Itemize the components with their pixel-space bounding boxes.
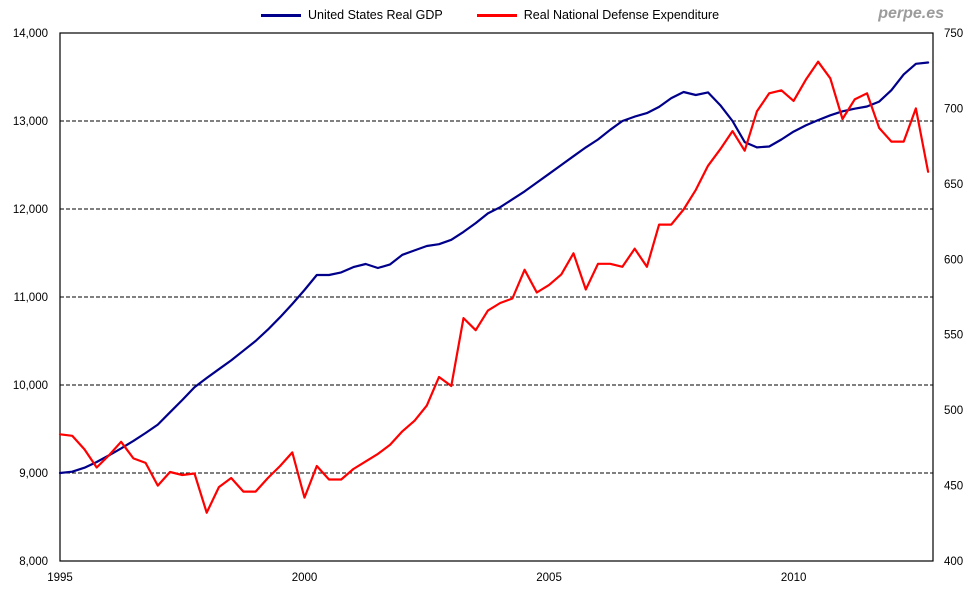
x-tick-label: 2005 — [536, 572, 562, 584]
gdp-line-swatch — [260, 13, 301, 17]
x-tick-label: 2000 — [292, 572, 318, 584]
y-right-tick-label: 500 — [944, 405, 963, 417]
defense-line — [58, 60, 930, 514]
y-right-tick-label: 450 — [944, 481, 963, 493]
y-right-tick-label: 750 — [944, 28, 963, 40]
plot-border — [59, 32, 934, 562]
y-left-tick-label: 14,000 — [13, 28, 48, 40]
y-left-tick-label: 11,000 — [14, 292, 48, 304]
legend-label-defense: Real National Defense Expenditure — [523, 8, 720, 22]
watermark: perpe.es — [878, 5, 944, 22]
y-left-tick-label: 13,000 — [13, 116, 48, 128]
legend-item-defense: Real National Defense Expenditure — [476, 8, 720, 22]
y-right-tick-label: 650 — [944, 179, 963, 191]
gdp-line — [58, 61, 930, 475]
y-right-tick-label: 400 — [944, 556, 963, 568]
defense-line-swatch — [476, 13, 517, 17]
x-tick-label: 2010 — [781, 572, 807, 584]
legend-item-gdp: United States Real GDP — [260, 8, 443, 22]
legend-label-gdp: United States Real GDP — [307, 8, 443, 22]
y-right-tick-label: 550 — [944, 330, 963, 342]
y-right-tick-label: 700 — [944, 103, 963, 115]
chart-legend: United States Real GDP Real National Def… — [0, 8, 980, 22]
y-right-tick-label: 600 — [944, 254, 963, 266]
y-left-tick-label: 12,000 — [13, 204, 48, 216]
y-left-tick-label: 10,000 — [13, 380, 48, 392]
y-left-tick-label: 9,000 — [19, 468, 48, 480]
y-left-tick-label: 8,000 — [19, 556, 48, 568]
x-tick-label: 1995 — [47, 572, 73, 584]
